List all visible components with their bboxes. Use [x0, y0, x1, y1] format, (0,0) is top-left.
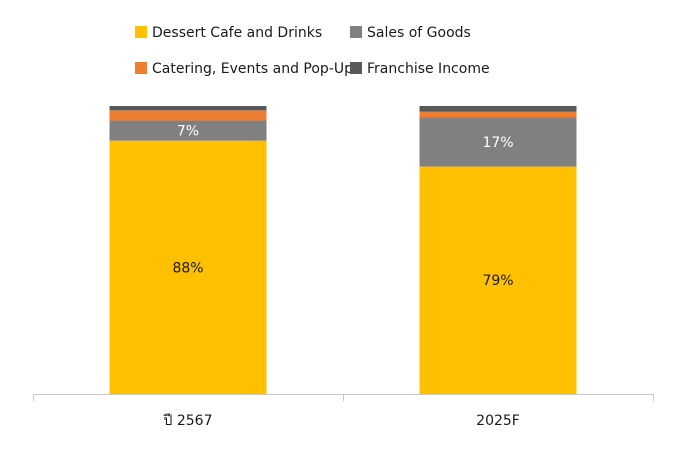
data-label-2567-dessert-cafe-and-drinks: 88%	[172, 260, 203, 276]
legend-label-dessert-cafe-and-drinks: Dessert Cafe and Drinks	[152, 25, 322, 41]
legend-label-sales-of-goods: Sales of Goods	[367, 25, 471, 41]
x-tick-label-0: ปี 2567	[163, 413, 212, 429]
data-label-2025f-dessert-cafe-and-drinks: 79%	[482, 273, 513, 289]
bar-2567-catering-events-and-pop-up	[109, 110, 267, 121]
bar-2567-dessert-cafe-and-drinks	[109, 140, 267, 394]
x-tick-label-1: 2025F	[476, 413, 520, 429]
bar-2025f-dessert-cafe-and-drinks	[419, 166, 577, 394]
legend-swatch-dessert-cafe-and-drinks	[135, 26, 147, 38]
legend-label-franchise-income: Franchise Income	[367, 61, 490, 77]
legend-item-catering-events-and-pop-up: Catering, Events and Pop-Up	[135, 61, 353, 77]
legend-label-catering-events-and-pop-up: Catering, Events and Pop-Up	[152, 61, 353, 77]
bar-2025f-franchise-income	[419, 106, 577, 112]
legend-swatch-sales-of-goods	[350, 26, 362, 38]
legend-item-sales-of-goods: Sales of Goods	[350, 25, 471, 41]
legend-item-dessert-cafe-and-drinks: Dessert Cafe and Drinks	[135, 25, 322, 41]
bar-2025f-sales-of-goods	[419, 117, 577, 167]
bar-2567-sales-of-goods	[109, 120, 267, 141]
legend-swatch-catering-events-and-pop-up	[135, 62, 147, 74]
data-label-2025f-sales-of-goods: 17%	[482, 135, 513, 151]
bar-2567-franchise-income	[109, 106, 267, 111]
data-label-2567-sales-of-goods: 7%	[177, 123, 199, 139]
legend-swatch-franchise-income	[350, 62, 362, 74]
legend: Dessert Cafe and Drinks Sales of Goods Cat…	[135, 25, 490, 77]
legend-item-franchise-income: Franchise Income	[350, 61, 490, 77]
bar-2025f-catering-events-and-pop-up	[419, 111, 577, 118]
